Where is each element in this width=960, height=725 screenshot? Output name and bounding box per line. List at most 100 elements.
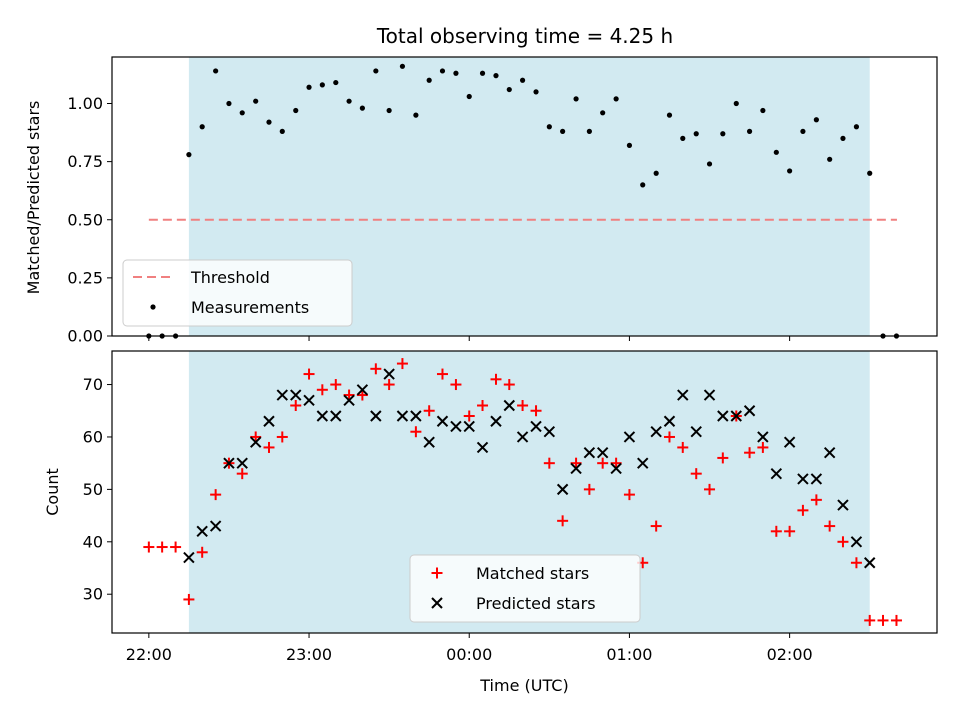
top-y-ticks: 0.00 0.25 0.50 0.75 1.00	[67, 94, 112, 346]
measurement-point	[720, 131, 726, 137]
measurement-point	[506, 86, 512, 93]
predicted-star-point	[516, 431, 529, 443]
matched-star-point	[877, 614, 889, 626]
measurement-point	[413, 112, 419, 118]
top-y-axis-label: Matched/Predicted stars	[24, 101, 43, 295]
predicted-star-point	[797, 473, 809, 485]
measurement-point	[840, 135, 846, 141]
matched-stars-points	[143, 358, 902, 626]
bottom-y-tick-label: 50	[83, 480, 103, 499]
measurement-point	[573, 96, 579, 102]
predicted-star-point	[263, 415, 275, 427]
measurement-point	[239, 110, 245, 116]
matched-star-point	[704, 483, 716, 495]
matched-star-point	[557, 515, 569, 527]
measurement-point	[466, 93, 472, 100]
top-axes-frame	[111, 56, 938, 337]
predicted-star-point	[209, 520, 222, 532]
matched-star-point	[436, 368, 448, 380]
matched-star-point	[690, 468, 702, 480]
measurement-point	[746, 128, 753, 134]
measurement-point	[586, 128, 592, 134]
legend-predicted-swatch	[431, 597, 443, 609]
measurement-point	[760, 107, 766, 114]
measurement-point	[560, 128, 566, 134]
predicted-star-point	[410, 410, 422, 422]
matched-star-point	[650, 520, 662, 532]
measurement-point	[253, 98, 259, 104]
measurement-point	[319, 82, 325, 88]
matched-star-point	[396, 358, 408, 370]
measurement-point	[853, 124, 860, 130]
predicted-star-point	[864, 557, 876, 569]
predicted-star-point	[717, 410, 729, 422]
predicted-star-point	[530, 420, 542, 433]
predicted-star-point	[556, 483, 569, 496]
predicted-star-point	[223, 457, 235, 469]
bottom-panel: 30 40 50 60 70 22:00 23:00 00:00 01:00 02:00 Cou…	[43, 350, 938, 695]
bottom-axes-frame	[111, 350, 938, 634]
measurement-point	[733, 100, 739, 107]
predicted-star-point	[343, 394, 355, 406]
measurement-point	[827, 156, 833, 162]
predicted-star-point	[396, 410, 409, 422]
matched-star-point	[623, 489, 635, 501]
measurement-point	[306, 84, 312, 90]
matched-star-point	[343, 389, 355, 401]
matched-star-point	[383, 379, 395, 391]
bottom-x-tick-label: 00:00	[446, 645, 492, 664]
measurement-point	[279, 128, 285, 134]
matched-star-point	[837, 536, 849, 548]
matched-star-point	[610, 457, 622, 469]
legend-matched-swatch	[431, 567, 443, 579]
matched-star-point	[570, 457, 582, 469]
matched-star-point	[797, 504, 809, 516]
measurement-point	[386, 107, 392, 114]
bottom-x-tick-label: 22:00	[126, 645, 172, 664]
matched-star-point	[316, 384, 328, 396]
matched-star-point	[196, 546, 208, 558]
measurement-point	[800, 128, 806, 134]
predicted-star-point	[690, 426, 702, 438]
top-y-tick-label: 0.00	[67, 327, 103, 346]
matched-star-point	[263, 441, 275, 453]
bottom-y-tick-label: 40	[83, 532, 103, 551]
predicted-star-point	[249, 436, 262, 448]
bottom-y-tick-label: 30	[83, 585, 103, 604]
predicted-star-point	[450, 420, 462, 433]
predicted-star-point	[543, 426, 556, 438]
matched-star-point	[477, 400, 489, 412]
matched-star-point	[356, 389, 368, 401]
predicted-star-point	[490, 415, 502, 427]
predicted-star-point	[583, 446, 596, 459]
predicted-star-point	[196, 525, 208, 538]
matched-star-point	[463, 410, 475, 422]
predicted-star-point	[463, 420, 475, 433]
matched-star-point	[890, 614, 902, 626]
predicted-star-point	[810, 473, 823, 485]
predicted-star-point	[303, 394, 315, 406]
measurement-point	[213, 68, 219, 74]
matched-star-point	[864, 614, 876, 626]
predicted-star-point	[330, 410, 342, 422]
predicted-star-point	[770, 467, 783, 480]
predicted-star-point	[570, 462, 582, 475]
measurement-point	[293, 107, 299, 114]
predicted-star-point	[276, 389, 288, 401]
predicted-star-point	[757, 431, 769, 443]
measurement-point	[813, 117, 819, 123]
bottom-x-tick-label: 02:00	[767, 645, 813, 664]
measurement-point	[613, 96, 619, 102]
matched-star-point	[303, 368, 315, 380]
bottom-x-tick-label: 23:00	[286, 645, 332, 664]
matched-star-point	[530, 405, 542, 417]
top-y-tick-label: 0.25	[67, 268, 103, 287]
predicted-star-point	[290, 389, 302, 401]
measurement-point	[519, 77, 526, 83]
measurement-point	[359, 105, 365, 111]
measurement-point	[493, 73, 499, 79]
top-y-tick-label: 0.75	[67, 152, 103, 171]
predicted-star-point	[316, 410, 329, 422]
matched-star-point	[824, 520, 836, 532]
